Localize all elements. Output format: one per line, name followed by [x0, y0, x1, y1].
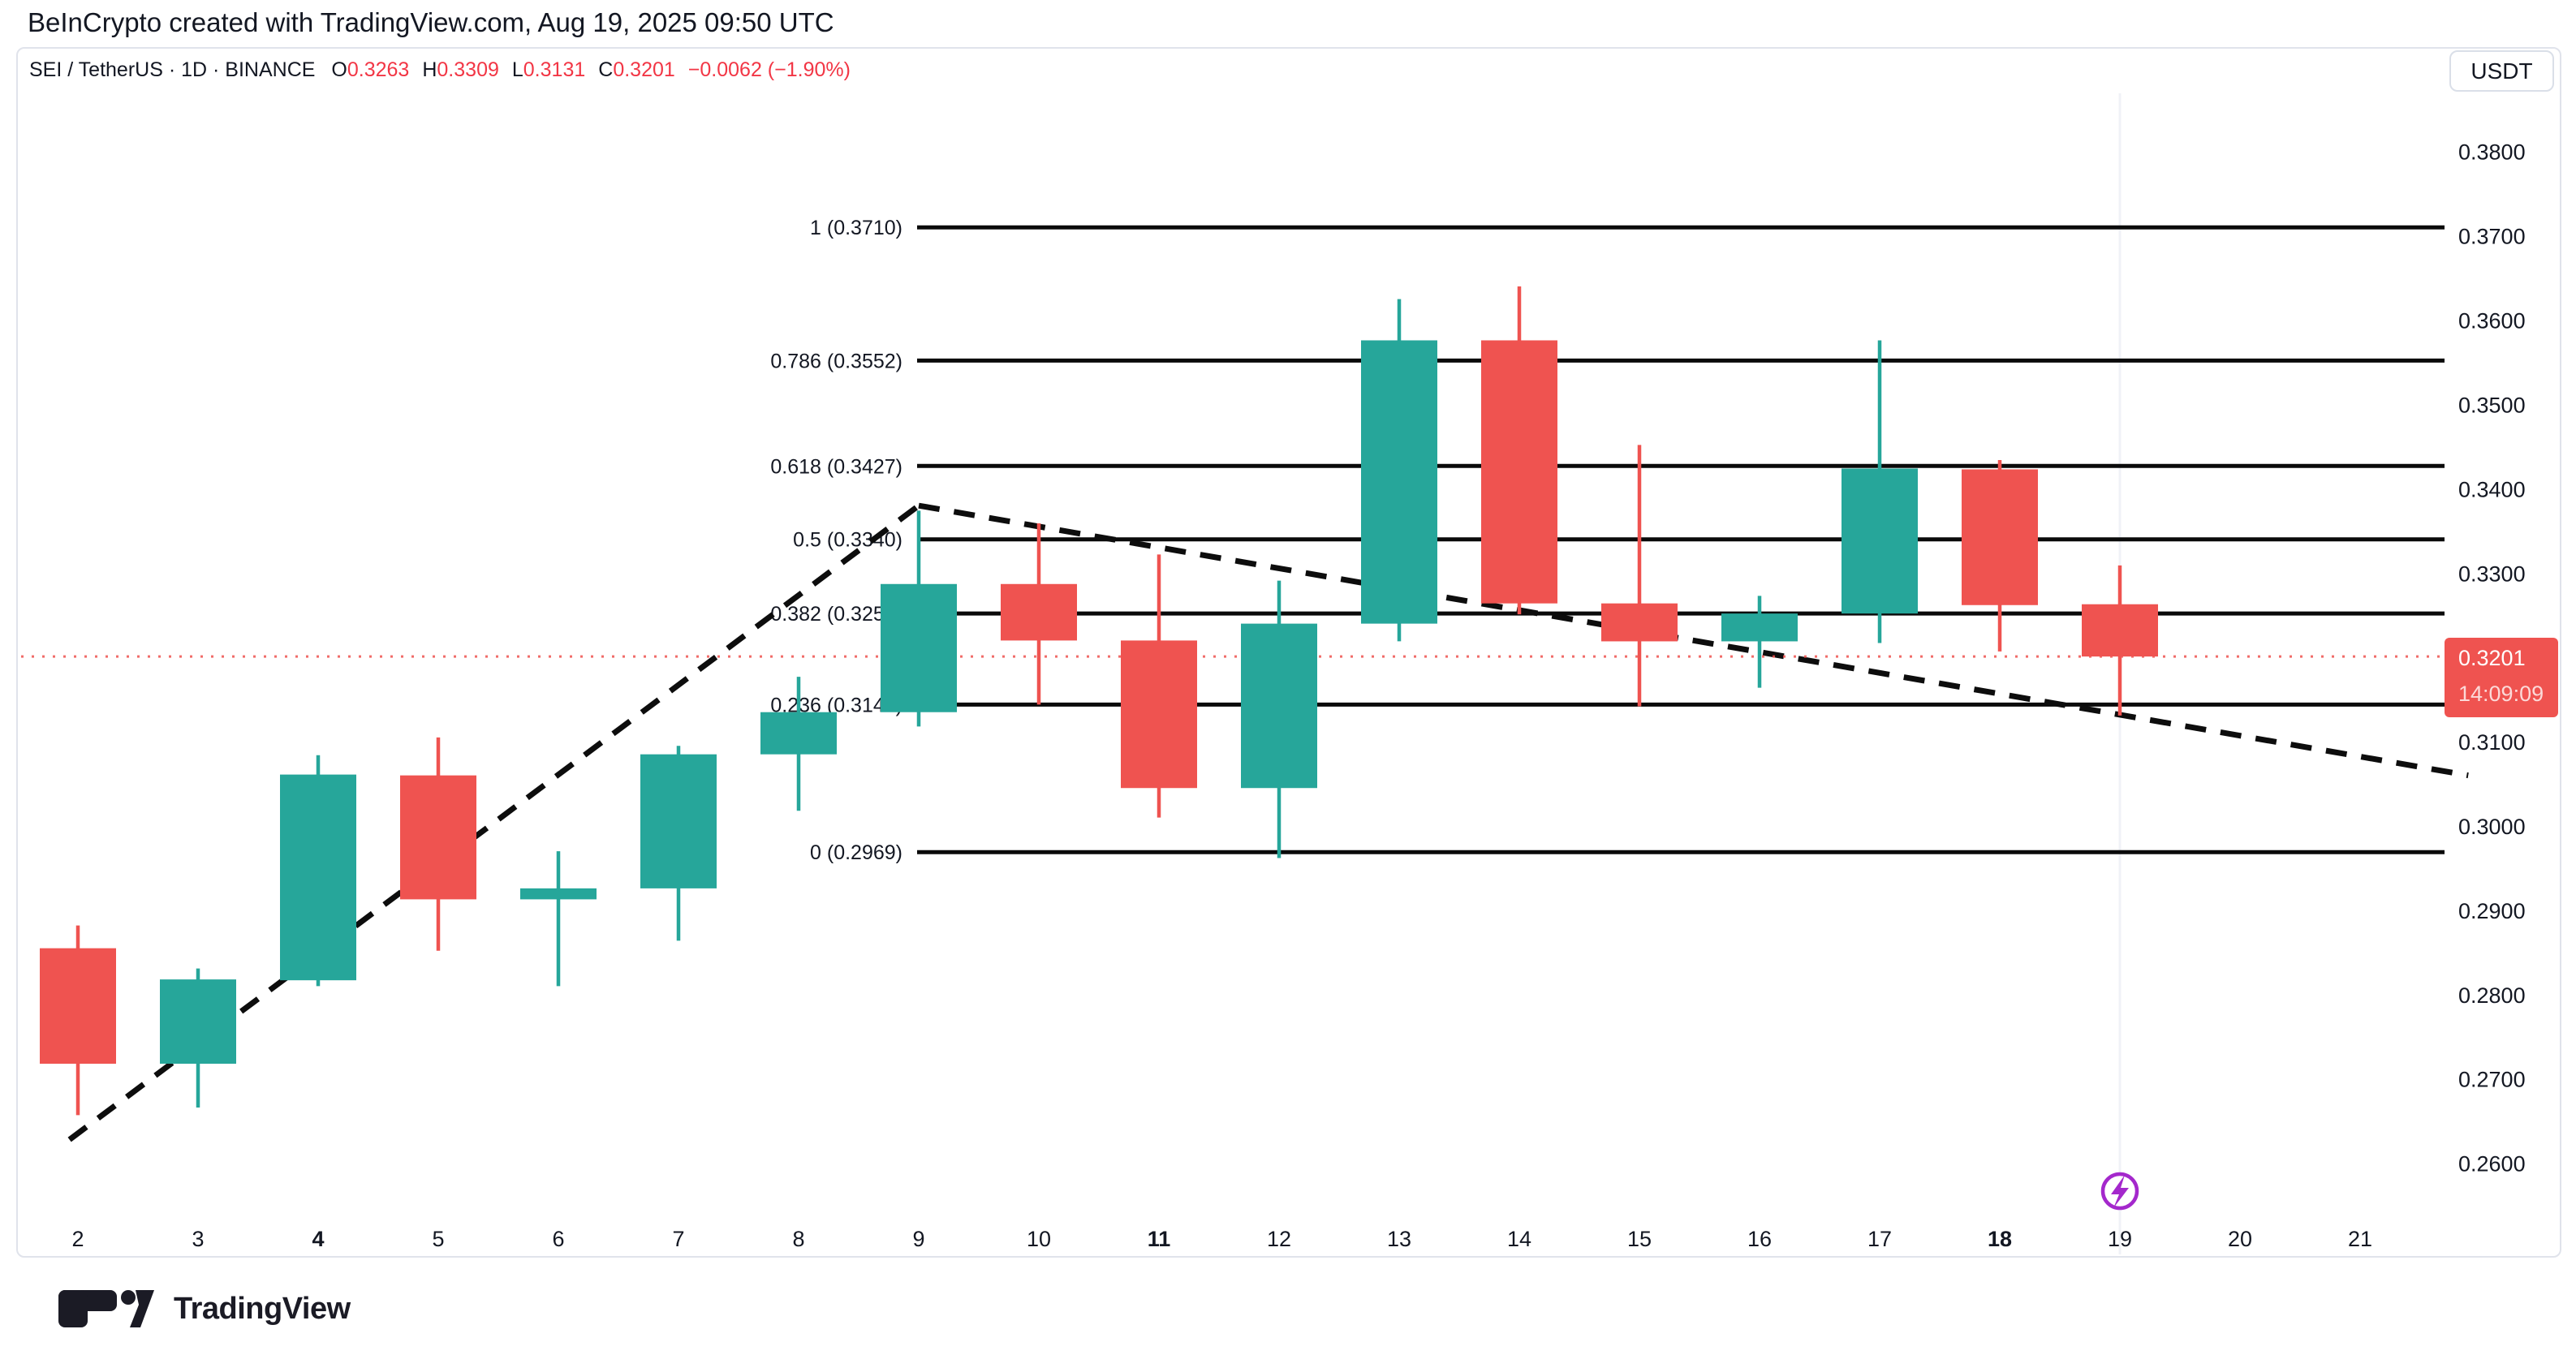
date-label-15: 15: [1627, 1227, 1652, 1251]
candle-body: [40, 948, 116, 1065]
date-label-5: 5: [432, 1227, 444, 1251]
change-value: −0.0062 (−1.90%): [687, 58, 851, 81]
candle-body: [1481, 340, 1557, 604]
candle-body: [760, 712, 837, 755]
price-tick-0.3700: 0.3700: [2458, 225, 2526, 249]
candle-body: [2082, 604, 2158, 657]
date-label-16: 16: [1747, 1227, 1772, 1251]
fib-label-0.382: 0.382 (0.3252): [770, 603, 902, 626]
price-tick-0.3000: 0.3000: [2458, 815, 2526, 839]
candle-day-4[interactable]: [280, 755, 356, 987]
tradingview-logo: TradingView: [57, 1288, 351, 1329]
price-tick-0.2600: 0.2600: [2458, 1152, 2526, 1176]
date-label-3: 3: [192, 1227, 204, 1251]
date-label-19: 19: [2108, 1227, 2132, 1251]
candle-day-13[interactable]: [1361, 299, 1437, 642]
ohlc-O: O0.3263: [331, 58, 410, 81]
candle-body: [1601, 603, 1678, 642]
candle-body: [520, 888, 597, 900]
symbol-legend: SEI / TetherUS · 1D · BINANCE O0.3263 H0.3…: [29, 57, 851, 83]
date-label-18: 18: [1988, 1227, 2012, 1251]
date-label-9: 9: [912, 1227, 924, 1251]
candle-body: [1361, 340, 1437, 624]
date-label-13: 13: [1387, 1227, 1411, 1251]
tradingview-logo-text: TradingView: [174, 1292, 351, 1326]
candle-day-19[interactable]: [2082, 565, 2158, 716]
candle-body: [160, 979, 236, 1065]
price-tick-0.2900: 0.2900: [2458, 899, 2526, 923]
price-tick-0.3100: 0.3100: [2458, 730, 2526, 755]
price-tick-0.3500: 0.3500: [2458, 393, 2526, 417]
currency-button[interactable]: USDT: [2449, 50, 2554, 92]
candle-day-9[interactable]: [881, 510, 957, 727]
candle-body: [1241, 623, 1317, 789]
candle-day-6[interactable]: [520, 851, 597, 987]
last-price-time: 14:09:09: [2458, 682, 2544, 706]
candle-body: [1121, 640, 1197, 789]
date-label-10: 10: [1027, 1227, 1051, 1251]
candle-body: [1001, 583, 1077, 641]
price-tick-0.3600: 0.3600: [2458, 309, 2526, 333]
candle-body: [881, 583, 957, 712]
date-label-7: 7: [672, 1227, 684, 1251]
candle-day-8[interactable]: [760, 677, 837, 811]
price-tick-0.3300: 0.3300: [2458, 561, 2526, 586]
candle-body: [1842, 468, 1918, 614]
candle-day-17[interactable]: [1842, 340, 1918, 643]
candle-day-5[interactable]: [400, 737, 476, 951]
fib-label-1: 1 (0.3710): [810, 217, 902, 239]
candle-day-3[interactable]: [160, 968, 236, 1108]
ohlc-L: L0.3131: [511, 58, 586, 81]
price-tick-0.2800: 0.2800: [2458, 983, 2526, 1008]
date-label-11: 11: [1148, 1227, 1171, 1251]
date-label-12: 12: [1267, 1227, 1291, 1251]
lightning-event-icon[interactable]: [2100, 1172, 2139, 1211]
date-label-17: 17: [1867, 1227, 1892, 1251]
price-axis[interactable]: 0.3800 0.3700 0.3600 0.3500 0.3400 0.3300 0.31…: [2458, 140, 2526, 1176]
time-axis[interactable]: 2 3 4 5 6 7 8 9 10 11 12 13 14 15 16 17 18 19 20 21: [71, 1227, 2372, 1251]
candle-body: [640, 754, 717, 888]
last-price-label: 0.3201 14:09:09: [2445, 638, 2558, 717]
candle-day-15[interactable]: [1601, 445, 1678, 707]
candle-body: [1962, 469, 2038, 605]
date-label-20: 20: [2228, 1227, 2252, 1251]
candle-body: [1721, 613, 1798, 642]
price-tick-0.3800: 0.3800: [2458, 140, 2526, 165]
date-label-8: 8: [792, 1227, 804, 1251]
candle-day-18[interactable]: [1962, 460, 2038, 652]
candle-day-2[interactable]: [40, 925, 116, 1116]
ohlc-values: O0.3263 H0.3309 L0.3131 C0.3201: [315, 58, 674, 81]
candle-day-10[interactable]: [1001, 523, 1077, 705]
lightning-bolt-glyph: [2111, 1175, 2129, 1208]
date-label-2: 2: [71, 1227, 84, 1251]
trendline-down[interactable]: [918, 502, 2469, 779]
date-label-21: 21: [2348, 1227, 2372, 1251]
candle-day-7[interactable]: [640, 746, 717, 941]
fib-label-0.618: 0.618 (0.3427): [770, 455, 902, 478]
candle-body: [400, 775, 476, 900]
price-tick-0.2700: 0.2700: [2458, 1068, 2526, 1092]
candle-day-11[interactable]: [1121, 554, 1197, 818]
candle-day-16[interactable]: [1721, 596, 1798, 688]
ohlc-C: C0.3201: [598, 58, 675, 81]
date-label-4: 4: [312, 1227, 324, 1251]
date-label-14: 14: [1507, 1227, 1531, 1251]
date-label-6: 6: [552, 1227, 564, 1251]
page-title: BeInCrypto created with TradingView.com,…: [28, 7, 834, 37]
candle-day-12[interactable]: [1241, 580, 1317, 858]
ohlc-H: H0.3309: [422, 58, 499, 81]
price-tick-0.3400: 0.3400: [2458, 477, 2526, 501]
candle-day-14[interactable]: [1481, 286, 1557, 615]
fib-label-0: 0 (0.2969): [810, 841, 902, 864]
tradingview-logo-mark: [58, 1290, 154, 1327]
candle-body: [280, 774, 356, 981]
symbol-title: SEI / TetherUS · 1D · BINANCE: [29, 58, 316, 81]
fib-label-0.786: 0.786 (0.3552): [770, 350, 902, 372]
last-price-value: 0.3201: [2458, 646, 2526, 670]
